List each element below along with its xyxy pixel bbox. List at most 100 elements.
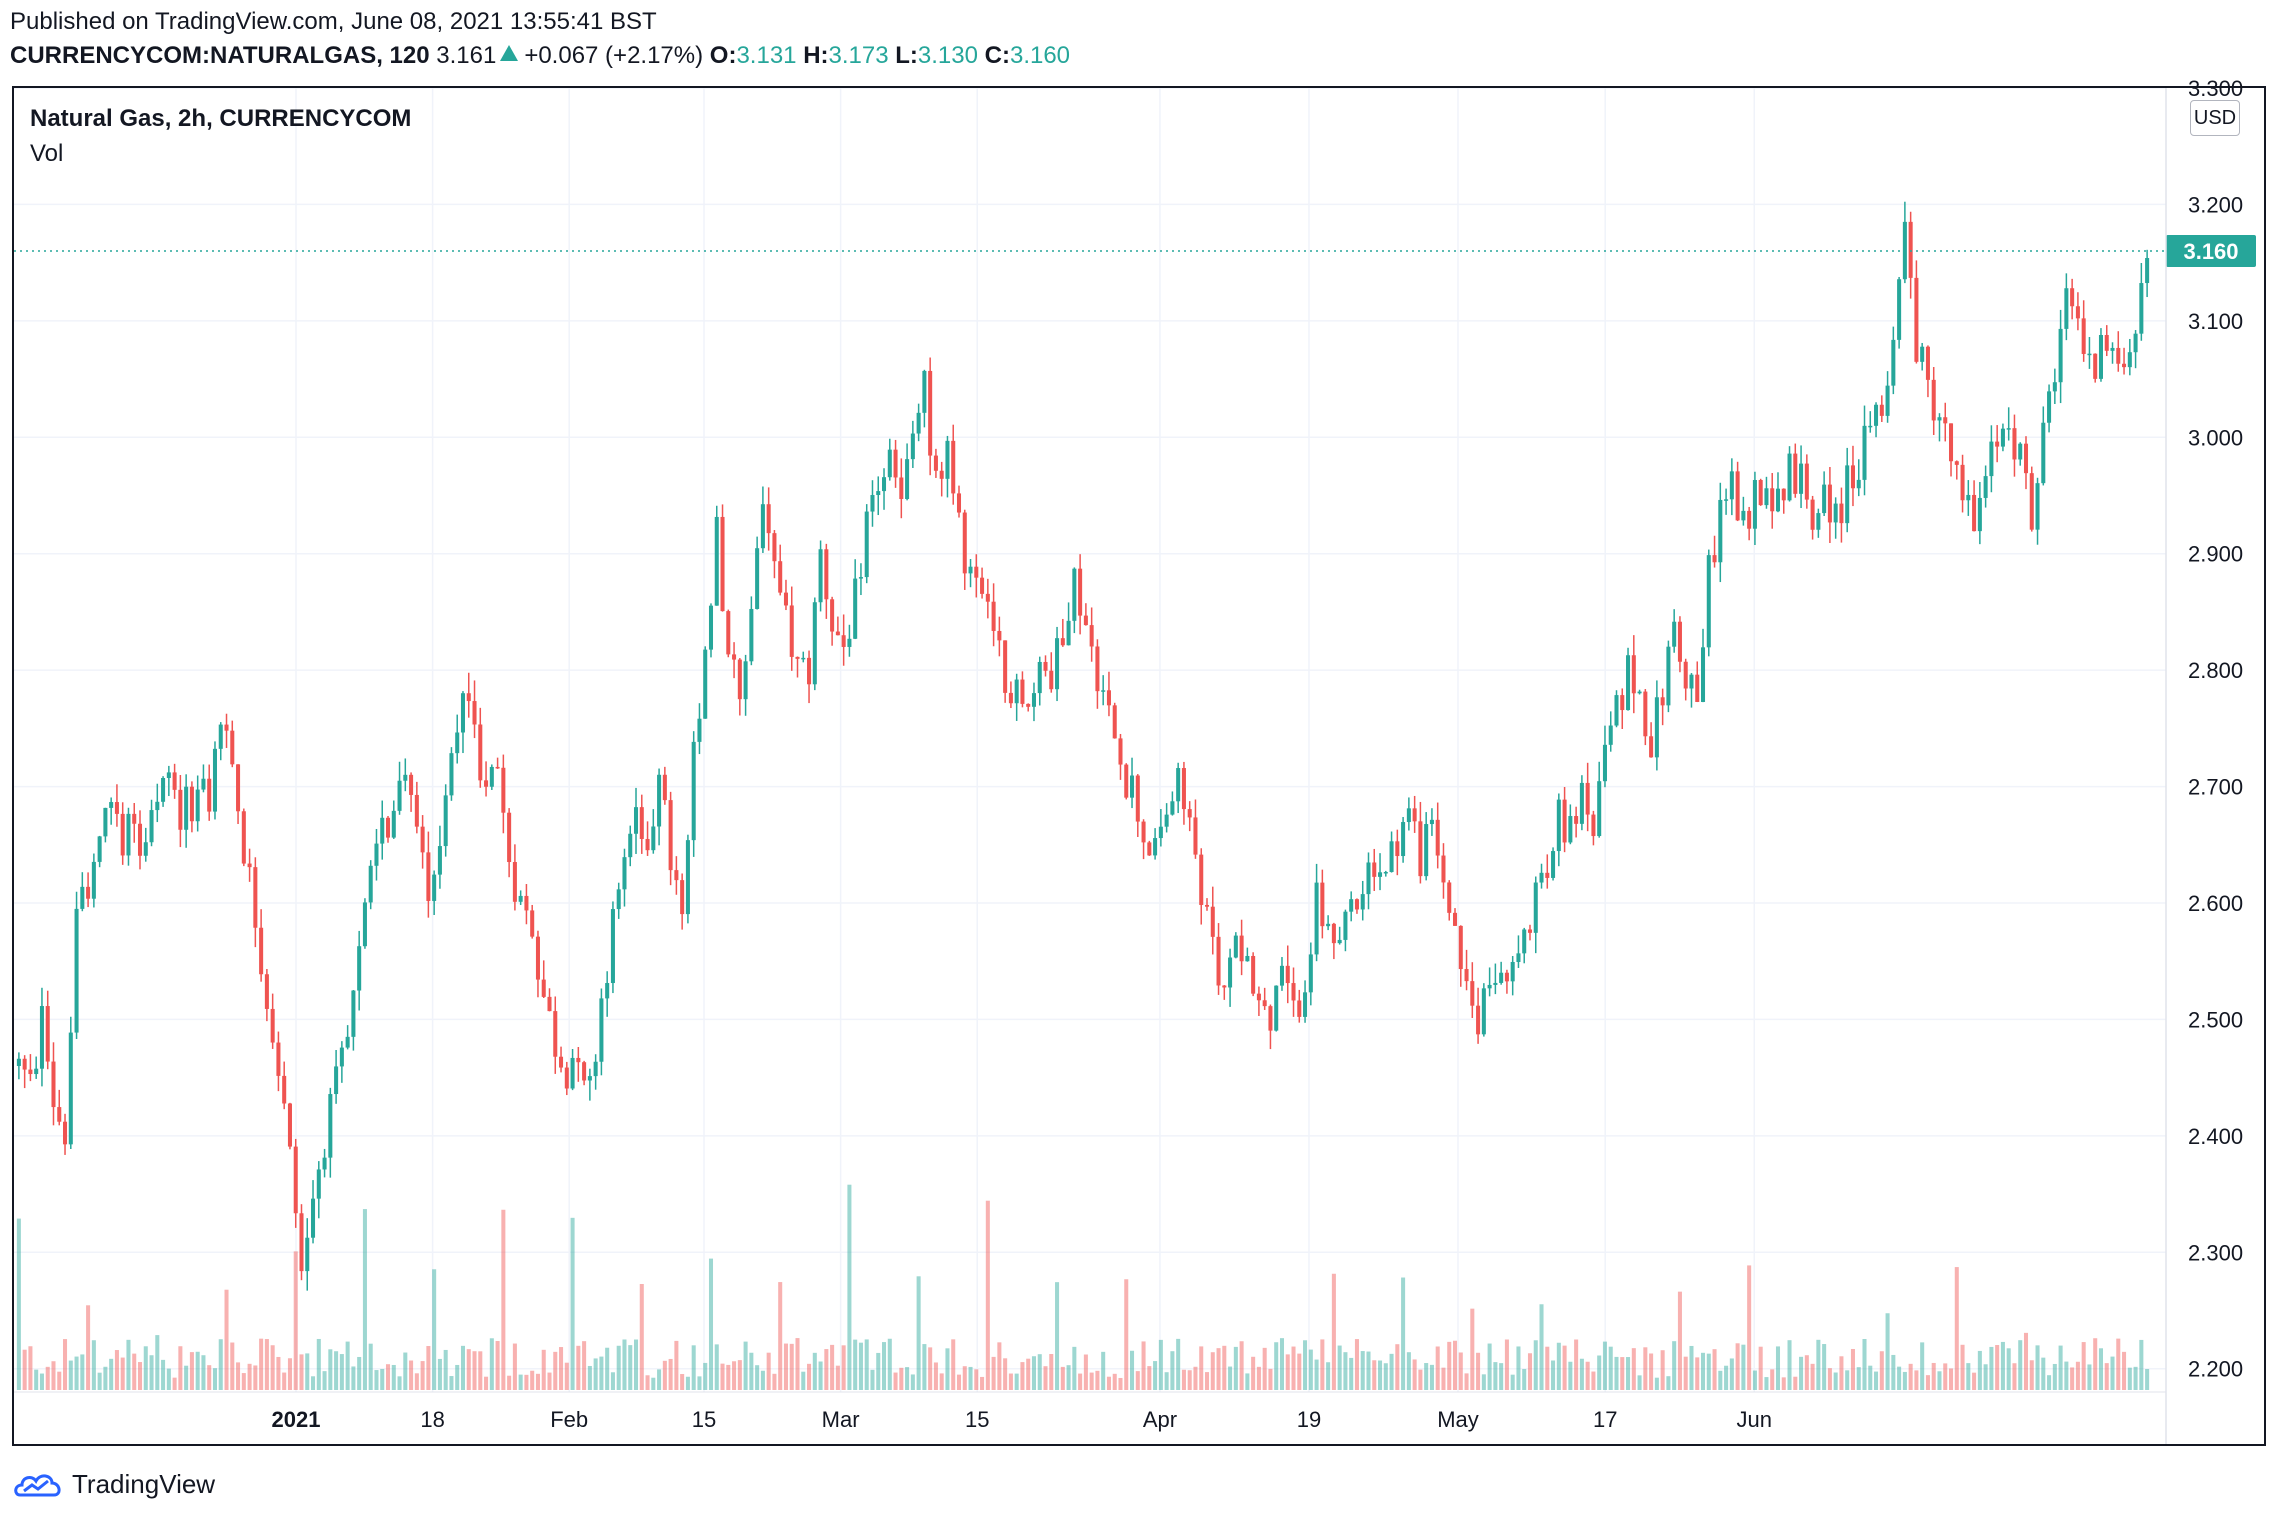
volume-bar: [1308, 1349, 1313, 1390]
tradingview-logo[interactable]: TradingView: [14, 1466, 215, 1502]
candle-body: [2145, 258, 2150, 284]
volume-bar: [720, 1363, 725, 1390]
volume-bar: [45, 1366, 50, 1390]
candle-body: [409, 774, 414, 795]
candle-body: [755, 548, 760, 609]
candle-body: [582, 1062, 587, 1081]
volume-bar: [651, 1377, 656, 1390]
candle-body: [1337, 939, 1342, 944]
price-change: +0.067 (+2.17%): [524, 42, 704, 69]
candle-body: [893, 449, 898, 478]
volume-bar: [599, 1356, 604, 1390]
volume-bar: [507, 1375, 512, 1390]
candle-body: [270, 1008, 275, 1043]
volume-bar: [2000, 1341, 2005, 1390]
volume-bar: [726, 1364, 731, 1390]
candle-body: [1285, 965, 1290, 984]
volume-bar: [530, 1370, 535, 1390]
volume-bar: [1747, 1265, 1752, 1390]
volume-bar: [484, 1376, 489, 1390]
volume-bar: [1839, 1356, 1844, 1390]
candle-body: [2075, 306, 2080, 319]
volume-bar: [1764, 1377, 1769, 1390]
candle-body: [1187, 809, 1192, 818]
volume-bar: [945, 1348, 950, 1390]
volume-bar: [668, 1358, 673, 1390]
candle-body: [1055, 638, 1060, 690]
volume-bar: [1775, 1346, 1781, 1390]
volume-bar: [449, 1376, 454, 1390]
candle-body: [547, 996, 552, 1012]
volume-bar: [380, 1368, 385, 1390]
volume-bar: [137, 1362, 143, 1390]
volume-bar: [86, 1305, 91, 1390]
volume-bar: [1245, 1373, 1250, 1390]
candle-body: [2133, 333, 2138, 353]
currency-button[interactable]: USD: [2190, 100, 2240, 136]
volume-bar: [1204, 1372, 1210, 1390]
price-chart[interactable]: 3.160 3.300 3.200 3.100 3.000 2.900 2.800 2.70…: [0, 0, 2280, 1460]
volume-bar: [1897, 1366, 1902, 1390]
candle-body: [1170, 801, 1175, 815]
volume-bar: [593, 1358, 598, 1390]
up-arrow-icon: [500, 45, 519, 61]
candle-body: [2052, 382, 2057, 392]
volume-bar: [662, 1360, 667, 1390]
volume-bar: [1989, 1346, 1994, 1390]
volume-bar: [1672, 1341, 1677, 1390]
time-axis[interactable]: 2021 18 Feb 15 Mar 15 Apr 19 May 17 Jun: [14, 1391, 2166, 1432]
candle-body: [1476, 1005, 1481, 1035]
volume-legend[interactable]: Vol: [30, 140, 64, 167]
candle-body: [1845, 465, 1850, 524]
candle-body: [1718, 499, 1723, 563]
candle-body: [1199, 854, 1204, 905]
volume-bar: [587, 1365, 592, 1390]
volume-bar: [2041, 1357, 2046, 1390]
volume-bar: [311, 1376, 316, 1390]
candle-body: [1591, 814, 1596, 837]
volume-bar: [1395, 1344, 1400, 1390]
volume-bar: [472, 1351, 477, 1390]
candle-body: [1020, 679, 1025, 704]
volume-bar: [1908, 1363, 1913, 1390]
candle-body: [2041, 422, 2046, 484]
candle-body: [1395, 841, 1400, 857]
volume-bar: [374, 1370, 379, 1390]
price-axis[interactable]: 3.300 3.200 3.100 3.000 2.900 2.800 2.700 2.600…: [2165, 76, 2243, 1446]
candle-body: [2104, 335, 2109, 351]
candle-body: [905, 459, 910, 500]
volume-bar: [674, 1340, 679, 1390]
candle-body: [749, 608, 754, 662]
volume-bar: [818, 1361, 823, 1390]
candle-body: [1447, 882, 1452, 913]
volume-bar: [1677, 1291, 1682, 1390]
volume-bar: [582, 1341, 587, 1390]
volume-bar: [1931, 1362, 1936, 1390]
volume-bar: [2093, 1338, 2098, 1390]
volume-bar: [680, 1374, 685, 1390]
candle-body: [1862, 425, 1867, 480]
candle-body: [622, 857, 627, 890]
candle-body: [1764, 488, 1769, 506]
candle-body: [853, 578, 858, 639]
candle-body: [795, 656, 800, 659]
candle-body: [1464, 969, 1469, 982]
candle-body: [1372, 862, 1377, 877]
volume-bar: [1153, 1361, 1158, 1390]
candle-body: [391, 810, 396, 838]
candle-body: [1326, 923, 1331, 927]
volume-bar: [916, 1276, 921, 1390]
candle-body: [1983, 476, 1988, 498]
series-legend[interactable]: Natural Gas, 2h, CURRENCYCOM: [30, 105, 412, 132]
candle-body: [726, 611, 731, 655]
volume-bar: [905, 1367, 910, 1390]
candle-body: [184, 786, 189, 830]
candle-body: [1810, 499, 1815, 530]
candle-body: [1441, 855, 1446, 883]
volume-bar: [264, 1339, 269, 1390]
volume-bar: [1274, 1342, 1279, 1390]
candle-body: [305, 1237, 310, 1272]
candle-body: [956, 493, 962, 513]
volume-bar: [357, 1356, 362, 1390]
candle-body: [328, 1094, 333, 1158]
